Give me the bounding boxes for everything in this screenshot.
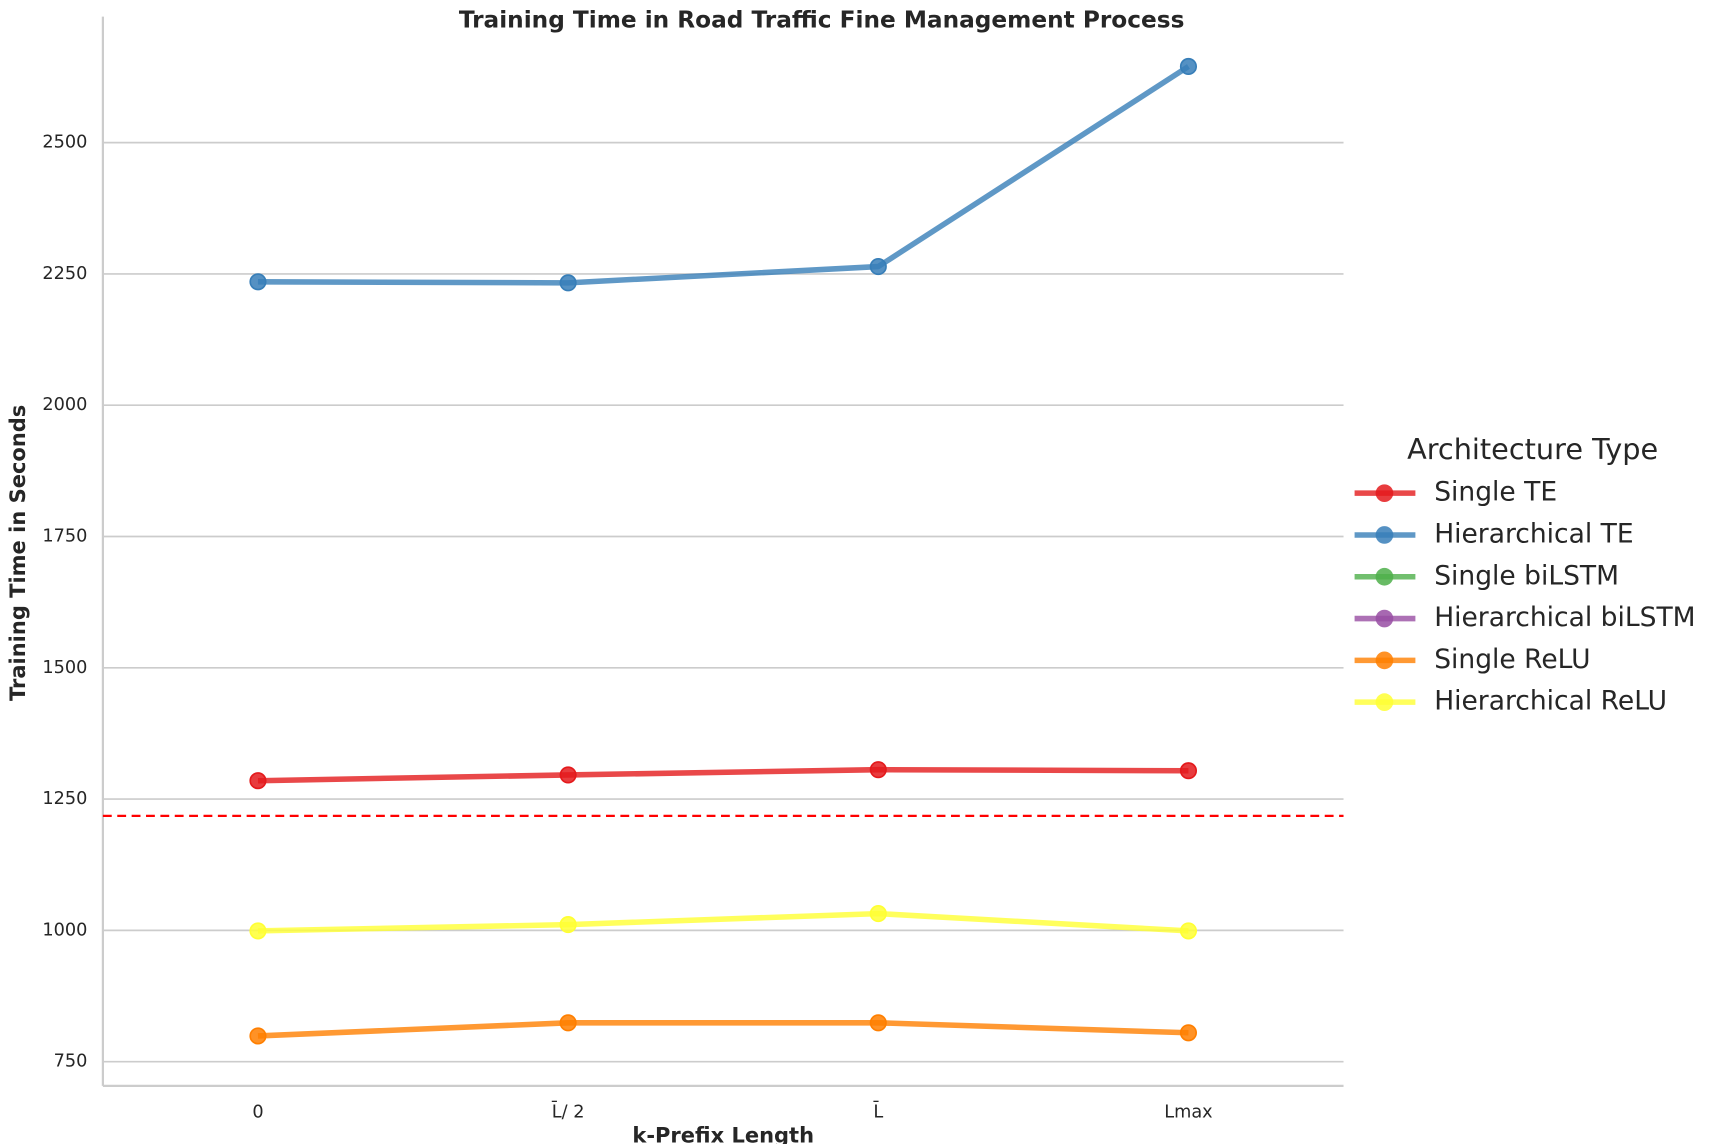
- y-tick-label: 2250: [42, 264, 87, 284]
- point: [869, 761, 887, 779]
- y-tick-label: 2500: [42, 133, 87, 153]
- legend-marker: [1375, 484, 1394, 503]
- legend-label: Single TE: [1434, 477, 1557, 508]
- y-tick-label: 2000: [42, 395, 87, 415]
- x-axis-label: k-Prefix Length: [632, 1124, 814, 1144]
- legend-marker: [1375, 651, 1394, 670]
- y-axis-label: Training Time in Seconds: [6, 405, 30, 701]
- point: [869, 257, 887, 276]
- point: [559, 916, 577, 934]
- series-line: [257, 910, 1189, 934]
- y-tick-label: 1750: [42, 527, 87, 547]
- x-tick-label: 0: [252, 1102, 263, 1122]
- legend-marker: [1375, 526, 1394, 544]
- series-line: [257, 64, 1190, 286]
- y-tick-label: 1000: [42, 920, 87, 940]
- point: [559, 1014, 577, 1032]
- legend-label: Single biLSTM: [1434, 560, 1619, 591]
- x-tick-label: L̄: [873, 1100, 883, 1122]
- point: [1179, 57, 1198, 76]
- legend-label: Hierarchical biLSTM: [1434, 602, 1695, 633]
- legend-label: Single ReLU: [1434, 644, 1590, 675]
- y-tick-label: 750: [54, 1052, 88, 1072]
- point: [869, 1014, 887, 1032]
- series-line: [257, 1020, 1189, 1039]
- point: [249, 922, 267, 940]
- point: [1179, 1024, 1198, 1042]
- y-tick-label: 1250: [42, 789, 87, 809]
- x-tick-label: L̄/ 2: [552, 1100, 585, 1122]
- legend-marker: [1375, 567, 1394, 586]
- y-tick-label: 1500: [42, 658, 87, 678]
- point: [559, 274, 577, 292]
- series-line: [257, 766, 1189, 784]
- legend-marker: [1375, 609, 1394, 628]
- point: [1179, 922, 1198, 940]
- legend-marker: [1375, 693, 1394, 711]
- point: [559, 766, 577, 784]
- point: [1179, 762, 1198, 780]
- point: [249, 273, 267, 291]
- point: [869, 905, 887, 923]
- x-tick-label: Lmax: [1164, 1102, 1212, 1122]
- legend-title: Architecture Type: [1407, 432, 1658, 466]
- point: [249, 772, 267, 790]
- chart-title: Training Time in Road Traffic Fine Manag…: [459, 7, 1185, 34]
- legend-label: Hierarchical ReLU: [1434, 686, 1667, 717]
- legend-label: Hierarchical TE: [1434, 518, 1633, 549]
- point: [249, 1027, 267, 1045]
